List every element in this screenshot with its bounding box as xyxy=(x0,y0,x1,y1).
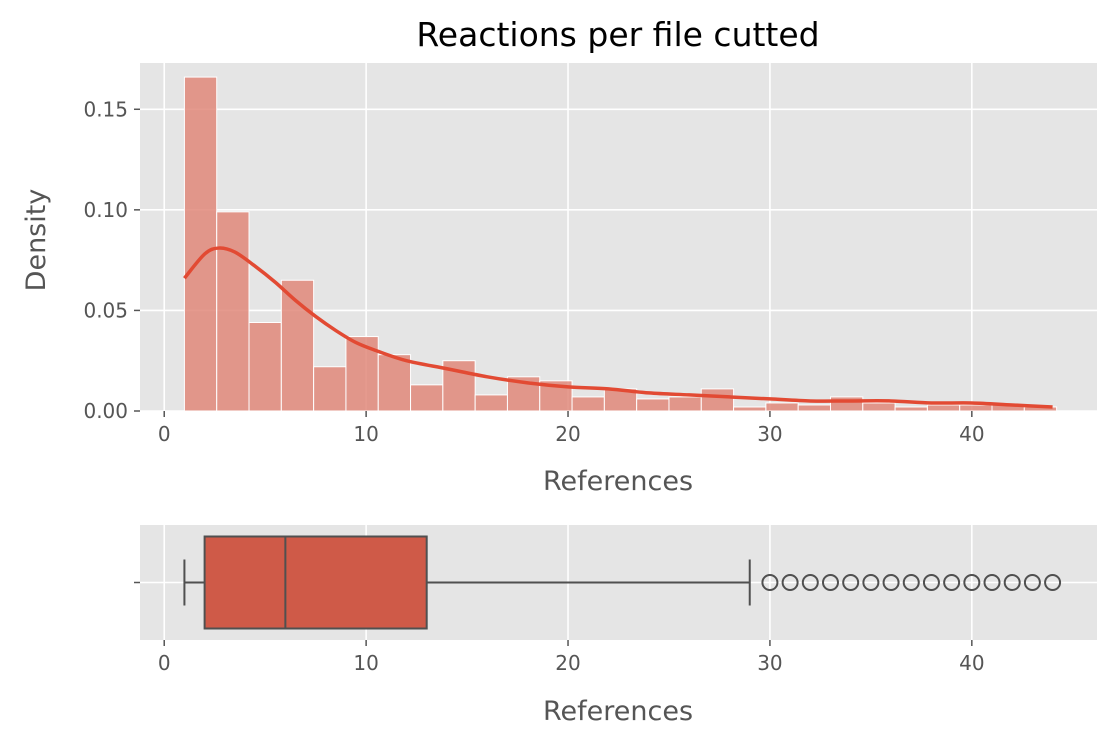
boxplot-outlier xyxy=(781,574,799,591)
histogram-bar xyxy=(959,404,993,412)
chart-title: Reactions per file cutted xyxy=(416,15,819,54)
boxplot-outlier xyxy=(943,574,961,591)
boxplot-outlier xyxy=(902,574,920,591)
boxplot-x-ticks: 0 10 20 30 40 xyxy=(158,640,985,675)
histogram-y-tick-label: 0.15 xyxy=(83,97,128,121)
boxplot-x-tick-label: 30 xyxy=(757,651,782,675)
boxplot-outlier xyxy=(761,574,779,591)
boxplot-panel: 0 10 20 30 40 References xyxy=(134,525,1097,727)
boxplot-x-tick-label: 40 xyxy=(959,651,984,675)
histogram-panel: 0 10 20 30 40 0.00 0.05 0.10 0.15 Reactions per… xyxy=(21,15,1097,497)
histogram-x-ticks: 0 10 20 30 40 xyxy=(158,411,985,446)
histogram-x-tick-label: 0 xyxy=(158,422,171,446)
histogram-bar xyxy=(216,211,250,412)
histogram-bar xyxy=(377,354,412,412)
kde-curve xyxy=(183,246,1053,409)
histogram-bar xyxy=(248,321,282,412)
histogram-x-tick-label: 30 xyxy=(757,422,782,446)
histogram-bar xyxy=(894,406,928,412)
histogram-bar xyxy=(797,404,831,412)
histogram-bar xyxy=(183,76,218,412)
histogram-x-tick-label: 20 xyxy=(555,422,580,446)
boxplot-x-tick-label: 10 xyxy=(353,651,378,675)
boxplot-outlier xyxy=(801,574,819,591)
boxplot-outlier xyxy=(862,574,880,591)
boxplot-outlier xyxy=(882,574,900,591)
histogram-y-ticks: 0.00 0.05 0.10 0.15 xyxy=(83,97,140,423)
histogram-bar xyxy=(410,384,444,412)
boxplot-outlier xyxy=(1003,574,1021,591)
histogram-y-axis-label: Density xyxy=(21,189,52,292)
histogram-bar xyxy=(700,388,735,412)
histogram-bar xyxy=(571,396,605,412)
histogram-bar xyxy=(733,406,767,412)
histogram-y-tick-label: 0.00 xyxy=(83,399,128,423)
boxplot-outlier xyxy=(821,574,839,591)
boxplot-outlier xyxy=(1044,574,1062,591)
histogram-bar xyxy=(474,394,508,412)
histogram-bar xyxy=(636,398,670,412)
histogram-bar xyxy=(313,366,347,412)
histogram-bar xyxy=(926,404,961,412)
histogram-x-tick-label: 10 xyxy=(353,422,378,446)
histogram-bar xyxy=(345,336,379,412)
histogram-bar xyxy=(829,396,864,412)
boxplot-x-axis-label: References xyxy=(543,696,693,727)
boxplot-x-tick-label: 20 xyxy=(555,651,580,675)
boxplot-outlier xyxy=(1023,574,1041,591)
histogram-y-tick-label: 0.10 xyxy=(83,198,128,222)
histogram-x-tick-label: 40 xyxy=(959,422,984,446)
boxplot-outlier xyxy=(922,574,940,591)
boxplot-x-tick-label: 0 xyxy=(158,651,171,675)
histogram-bar xyxy=(668,396,702,412)
boxplot-outlier xyxy=(842,574,860,591)
histogram-x-axis-label: References xyxy=(543,466,693,497)
boxplot-box xyxy=(203,535,428,630)
boxplot-elements xyxy=(183,535,1062,630)
boxplot-outlier xyxy=(963,574,981,591)
boxplot-outlier xyxy=(983,574,1001,591)
histogram-y-tick-label: 0.05 xyxy=(83,298,128,322)
histogram-bar xyxy=(862,402,896,412)
histogram-bar xyxy=(765,402,799,412)
